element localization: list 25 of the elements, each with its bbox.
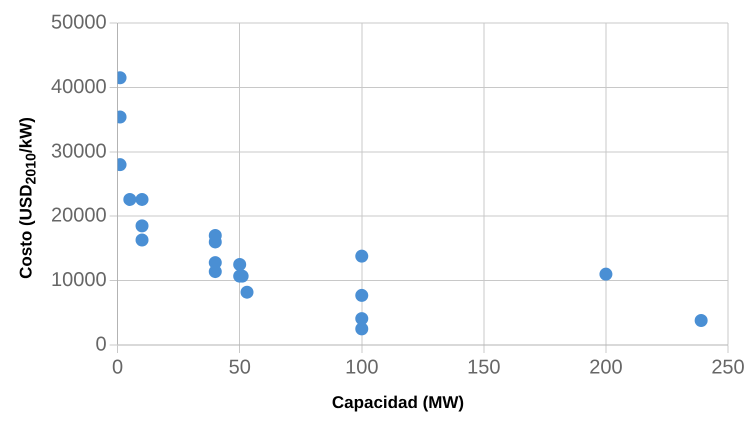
y-tick-label: 20000 — [50, 204, 107, 227]
y-tick-label: 0 — [95, 334, 107, 356]
point — [136, 234, 149, 247]
x-axis-title: Capacidad (MW) — [330, 393, 466, 413]
point — [123, 192, 136, 206]
x-tick-label: 0 — [112, 356, 124, 379]
y-tick-label: 30000 — [50, 140, 107, 162]
y-tick-label: 40000 — [50, 76, 107, 98]
x-tick-label: 50 — [228, 356, 251, 379]
y-tick-label: 50000 — [50, 12, 107, 34]
x-tick-label: 250 — [711, 356, 745, 379]
point — [208, 265, 222, 278]
point — [233, 258, 246, 271]
x-tick-label: 150 — [467, 356, 501, 379]
point — [599, 268, 612, 281]
y-tick-label: 10000 — [50, 269, 107, 292]
point — [355, 322, 368, 336]
x-tick-label: 200 — [589, 356, 623, 379]
point — [136, 192, 149, 206]
point — [355, 288, 368, 302]
x-tick-label: 100 — [345, 356, 378, 379]
point — [240, 286, 254, 299]
point — [355, 250, 368, 263]
point — [694, 314, 708, 328]
point — [136, 219, 149, 232]
